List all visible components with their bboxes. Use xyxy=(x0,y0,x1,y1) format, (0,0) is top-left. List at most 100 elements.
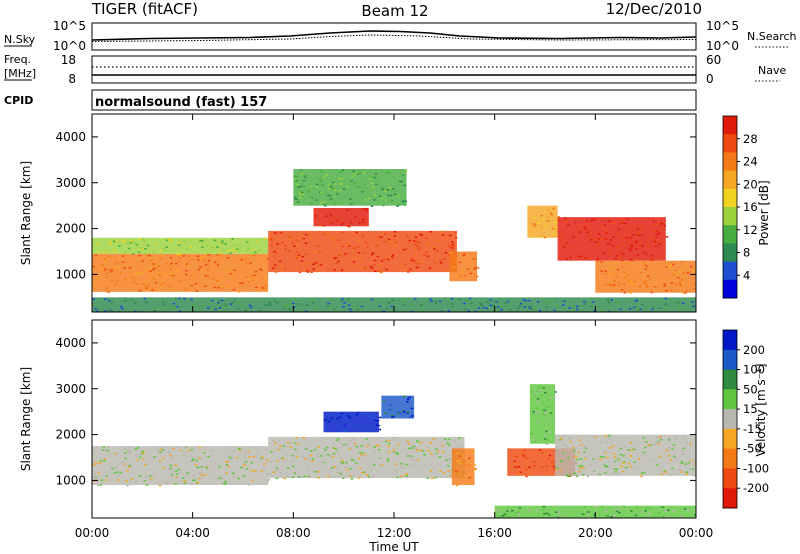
power-cell xyxy=(607,274,610,277)
velocity-cell xyxy=(685,473,688,475)
power-cell xyxy=(159,283,163,286)
velocity-cell xyxy=(664,471,667,473)
power-cell xyxy=(659,229,662,231)
power-cell xyxy=(665,266,668,268)
power-cell xyxy=(207,261,210,263)
power-cell xyxy=(620,222,624,224)
velocity-cell xyxy=(311,458,315,460)
power-cell xyxy=(653,241,656,244)
power-cell xyxy=(295,175,298,178)
power-cell xyxy=(637,232,641,234)
power-cell xyxy=(160,255,164,257)
velocity-cell xyxy=(254,446,257,448)
velocity-cell xyxy=(558,439,562,441)
power-cell xyxy=(659,289,663,291)
power-cell xyxy=(319,224,322,226)
power-cell xyxy=(316,245,320,247)
power-cell xyxy=(330,238,334,241)
freq-label-line2: [MHz] xyxy=(4,67,36,80)
velocity-cell xyxy=(528,466,531,469)
velocity-cell xyxy=(441,451,445,453)
power-cell xyxy=(656,233,659,236)
nave-label: Nave xyxy=(758,64,786,77)
power-cell xyxy=(624,222,627,225)
velocity-cell xyxy=(508,516,511,518)
velocity-cell xyxy=(243,455,246,458)
velocity-cell xyxy=(392,449,396,451)
power-cell xyxy=(291,242,295,244)
power-cell xyxy=(554,221,557,224)
power-cell xyxy=(376,306,379,309)
velocity-cell xyxy=(608,436,611,439)
power-cell xyxy=(112,240,116,243)
velocity-cell xyxy=(513,462,516,464)
power-cell xyxy=(169,240,173,243)
velocity-cell xyxy=(555,468,558,471)
velocity-cell xyxy=(272,471,276,473)
power-cell xyxy=(375,244,379,247)
power-cell xyxy=(516,310,520,312)
power-cell xyxy=(365,209,368,212)
power-cell xyxy=(341,231,344,234)
power-cell xyxy=(148,254,151,257)
velocity-cell xyxy=(143,463,147,466)
velocity-cell xyxy=(210,471,213,473)
velocity-cell xyxy=(391,416,394,418)
velocity-cell xyxy=(691,468,695,470)
power-cell xyxy=(613,280,616,282)
power-cell xyxy=(141,260,144,262)
velocity-cell xyxy=(148,463,151,465)
velocity-cell xyxy=(282,458,285,460)
power-cell xyxy=(294,196,297,199)
power-cell xyxy=(169,263,172,266)
power-cell xyxy=(645,241,649,243)
power-cell xyxy=(413,243,417,245)
power-cell xyxy=(485,307,489,309)
power-cell xyxy=(429,230,432,233)
power-cell xyxy=(450,305,454,308)
velocity-cell xyxy=(206,466,209,468)
power-cell xyxy=(418,245,421,248)
power-cell xyxy=(377,253,381,255)
velocity-cell xyxy=(238,448,241,450)
power-cell xyxy=(646,245,650,247)
velocity-cell xyxy=(343,430,346,432)
velocity-cell xyxy=(419,449,423,452)
power-cell xyxy=(434,300,438,303)
velocity-cell xyxy=(574,447,577,449)
power-cell xyxy=(303,174,306,177)
power-cell xyxy=(607,248,610,250)
velocity-cell xyxy=(432,438,436,440)
power-cell xyxy=(219,309,223,311)
power-cell xyxy=(310,271,313,274)
power-cell xyxy=(601,225,604,227)
power-cell xyxy=(293,245,296,247)
power-cell xyxy=(370,175,374,178)
velocity-cell xyxy=(232,472,235,474)
velocity-cell xyxy=(175,473,179,475)
velocity-cell xyxy=(397,443,400,446)
velocity-cell xyxy=(551,415,554,418)
velocity-cell xyxy=(434,453,438,455)
power-cell xyxy=(579,255,583,258)
power-cell xyxy=(182,255,186,257)
power-cell xyxy=(672,271,676,273)
power-cell xyxy=(654,236,658,239)
power-cell xyxy=(575,308,579,311)
velocity-cell xyxy=(678,469,681,471)
velocity-cell xyxy=(307,475,310,478)
power-cell xyxy=(322,224,325,227)
power-cell xyxy=(187,255,190,258)
power-cell xyxy=(593,309,596,312)
power-cell xyxy=(421,310,424,312)
power-cell xyxy=(669,266,672,269)
velocity-cell xyxy=(408,396,411,399)
velocity-cell xyxy=(295,436,298,439)
x-tick-label: 20:00 xyxy=(578,526,613,540)
velocity-cell xyxy=(196,481,199,484)
power-cell xyxy=(153,309,156,312)
power-cell xyxy=(359,267,363,270)
velocity-cell xyxy=(396,412,400,415)
velocity-cell xyxy=(407,441,410,443)
velocity-cell xyxy=(415,449,419,451)
